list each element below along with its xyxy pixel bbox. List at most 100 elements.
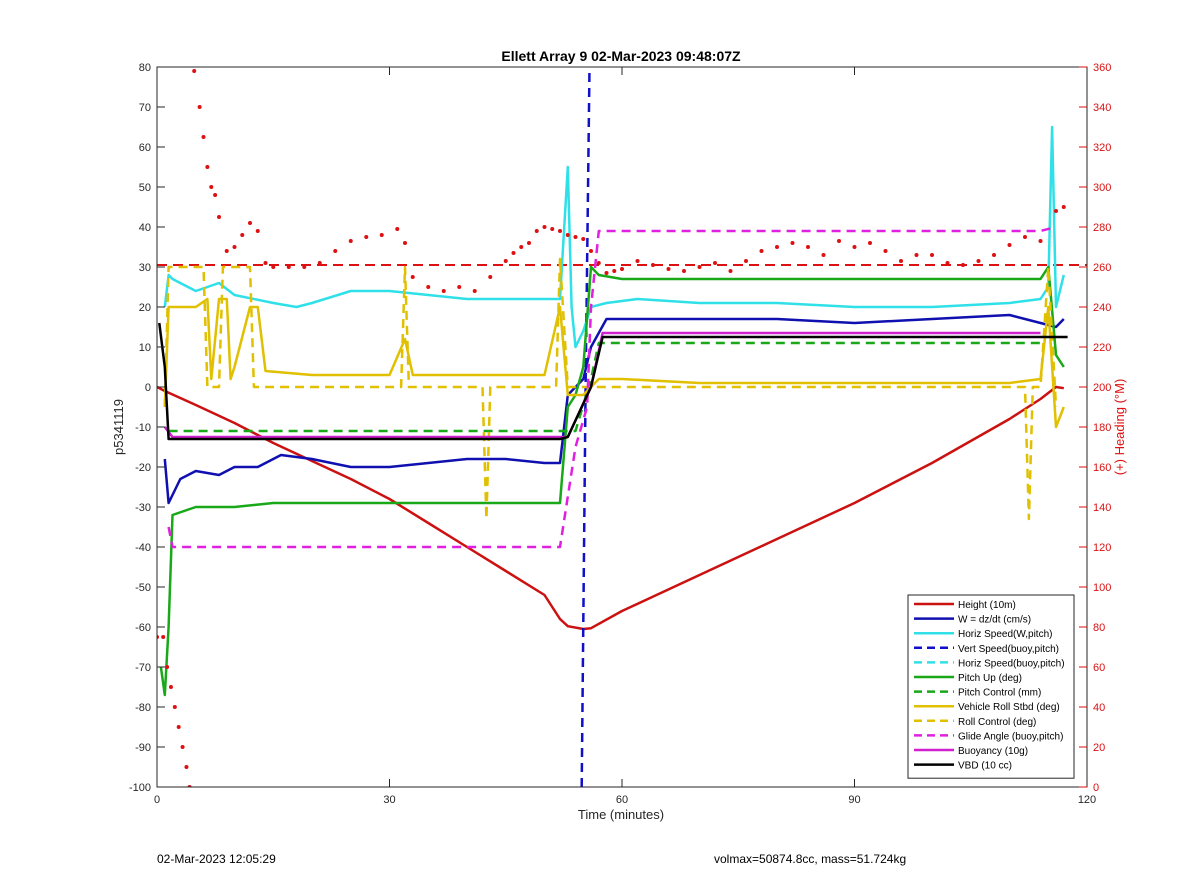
legend-label: Glide Angle (buoy,pitch) xyxy=(958,731,1063,742)
series-line-8 xyxy=(163,257,1058,521)
heading-point xyxy=(192,69,197,73)
heading-point xyxy=(302,265,307,269)
y-tick-label-right: 180 xyxy=(1093,422,1111,434)
y-tick-label-right: 80 xyxy=(1093,622,1105,634)
series-line-9 xyxy=(167,225,1057,549)
heading-point xyxy=(161,635,166,639)
heading-point xyxy=(197,105,202,109)
heading-point xyxy=(1038,239,1043,243)
y-tick-label-right: 220 xyxy=(1093,342,1111,354)
heading-point xyxy=(550,227,555,231)
heading-point xyxy=(635,259,640,263)
heading-point xyxy=(992,253,996,257)
y-tick-label-right: 160 xyxy=(1093,462,1111,474)
y-tick-label-right: 20 xyxy=(1093,742,1105,754)
legend-label: Horiz Speed(W,pitch) xyxy=(958,629,1052,640)
heading-point xyxy=(930,253,934,257)
heading-point xyxy=(596,261,601,265)
heading-point xyxy=(821,253,826,257)
heading-point xyxy=(176,725,181,729)
y-tick-label-left: 40 xyxy=(139,222,151,234)
legend-label: Vert Speed(buoy,pitch) xyxy=(958,644,1059,655)
heading-point xyxy=(852,245,857,249)
y-tick-label-right: 40 xyxy=(1093,702,1105,714)
legend-label: W = dz/dt (cm/s) xyxy=(958,615,1031,626)
x-tick-label: 120 xyxy=(1078,794,1096,806)
legend-label: Vehicle Roll Stbd (deg) xyxy=(958,702,1060,713)
heading-point xyxy=(744,259,748,263)
x-tick-label: 0 xyxy=(154,794,160,806)
legend-label: Buoyancy (10g) xyxy=(958,746,1028,757)
y-axis-label-left: p5341119 xyxy=(111,399,126,455)
series-line-11 xyxy=(158,322,1068,441)
heading-point xyxy=(441,289,446,293)
y-tick-label-left: -100 xyxy=(129,782,151,794)
heading-point xyxy=(1061,205,1066,209)
heading-point xyxy=(410,275,415,279)
heading-point xyxy=(728,269,733,273)
heading-point xyxy=(519,245,524,249)
heading-point xyxy=(945,261,950,265)
heading-point xyxy=(180,745,185,749)
series-line-3 xyxy=(580,67,591,787)
heading-point xyxy=(165,665,170,669)
heading-point xyxy=(348,239,353,243)
heading-point xyxy=(286,265,291,269)
heading-point xyxy=(542,225,547,229)
y-tick-label-left: -40 xyxy=(135,542,151,554)
heading-point xyxy=(837,239,841,243)
y-tick-label-left: 30 xyxy=(139,262,151,274)
y-tick-label-left: 60 xyxy=(139,142,151,154)
heading-point xyxy=(899,259,903,263)
heading-point xyxy=(364,235,369,239)
heading-point xyxy=(209,185,214,189)
x-tick-label: 30 xyxy=(383,794,395,806)
y-tick-label-left: -70 xyxy=(135,662,151,674)
heading-point xyxy=(1007,243,1012,247)
y-tick-label-left: -30 xyxy=(135,502,151,514)
legend-label: Pitch Control (mm) xyxy=(958,688,1041,699)
y-tick-label-right: 140 xyxy=(1093,502,1111,514)
heading-point xyxy=(168,685,173,689)
heading-point xyxy=(713,261,717,265)
legend xyxy=(907,594,1075,779)
y-tick-label-left: -20 xyxy=(135,462,151,474)
y-tick-label-left: -60 xyxy=(135,622,151,634)
y-tick-label-right: 320 xyxy=(1093,142,1111,154)
heading-point xyxy=(263,261,268,265)
y-tick-label-right: 60 xyxy=(1093,662,1105,674)
heading-point xyxy=(604,271,609,275)
y-tick-label-left: -80 xyxy=(135,702,151,714)
heading-point xyxy=(961,263,965,267)
y-tick-label-left: 10 xyxy=(139,342,151,354)
x-axis-label: Time (minutes) xyxy=(578,807,664,822)
heading-point xyxy=(426,285,431,289)
heading-point xyxy=(682,269,686,273)
series-line-10 xyxy=(163,331,1041,439)
heading-point xyxy=(534,229,539,233)
series-line-5 xyxy=(159,265,1065,697)
plot-area xyxy=(157,67,1087,787)
series-line-6 xyxy=(168,341,1041,433)
heading-point xyxy=(1023,235,1027,239)
y-tick-label-left: 70 xyxy=(139,102,151,114)
heading-point xyxy=(255,229,260,233)
y-tick-label-right: 260 xyxy=(1093,262,1111,274)
y-axis-label-right: (+) Heading (°M) xyxy=(1112,379,1127,476)
legend-label: Horiz Speed(buoy,pitch) xyxy=(958,658,1065,669)
heading-point xyxy=(589,249,593,253)
series-line-1 xyxy=(163,313,1065,505)
heading-point xyxy=(581,237,586,241)
heading-point xyxy=(240,233,245,237)
heading-point xyxy=(395,227,400,231)
heading-point xyxy=(1054,209,1058,213)
heading-point xyxy=(472,289,477,293)
heading-point xyxy=(213,193,218,197)
heading-point xyxy=(201,135,206,139)
heading-point xyxy=(565,233,570,237)
heading-point xyxy=(271,265,276,269)
heading-point xyxy=(790,241,795,245)
heading-point xyxy=(558,229,562,233)
heading-point xyxy=(217,215,221,219)
y-tick-label-left: 0 xyxy=(145,382,151,394)
